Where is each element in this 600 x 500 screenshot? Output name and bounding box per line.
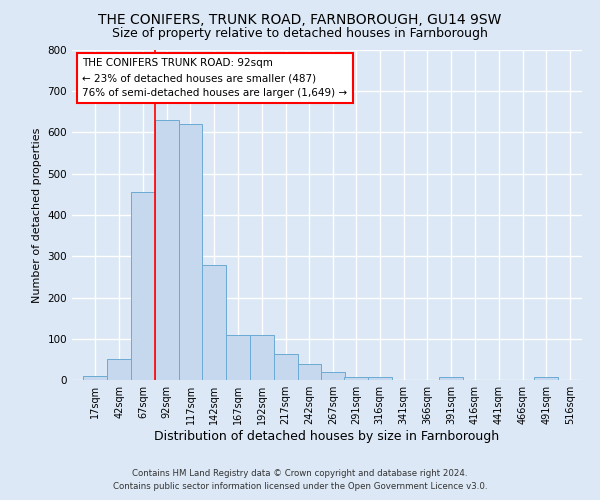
Bar [344,376,368,380]
Text: THE CONIFERS TRUNK ROAD: 92sqm
← 23% of detached houses are smaller (487)
76% of: THE CONIFERS TRUNK ROAD: 92sqm ← 23% of … [82,58,347,98]
Bar [321,372,345,380]
Bar [179,124,202,380]
Bar [250,334,274,380]
Bar [439,376,463,380]
Bar [155,120,179,380]
Bar [202,264,226,380]
Text: Contains HM Land Registry data © Crown copyright and database right 2024.
Contai: Contains HM Land Registry data © Crown c… [113,470,487,491]
Bar [298,364,321,380]
Bar [535,376,558,380]
Bar [83,376,107,380]
Bar [107,360,131,380]
Bar [131,192,155,380]
Bar [274,354,298,380]
Bar [226,334,250,380]
Text: THE CONIFERS, TRUNK ROAD, FARNBOROUGH, GU14 9SW: THE CONIFERS, TRUNK ROAD, FARNBOROUGH, G… [98,12,502,26]
Text: Size of property relative to detached houses in Farnborough: Size of property relative to detached ho… [112,28,488,40]
X-axis label: Distribution of detached houses by size in Farnborough: Distribution of detached houses by size … [154,430,500,443]
Y-axis label: Number of detached properties: Number of detached properties [32,128,42,302]
Bar [368,376,392,380]
